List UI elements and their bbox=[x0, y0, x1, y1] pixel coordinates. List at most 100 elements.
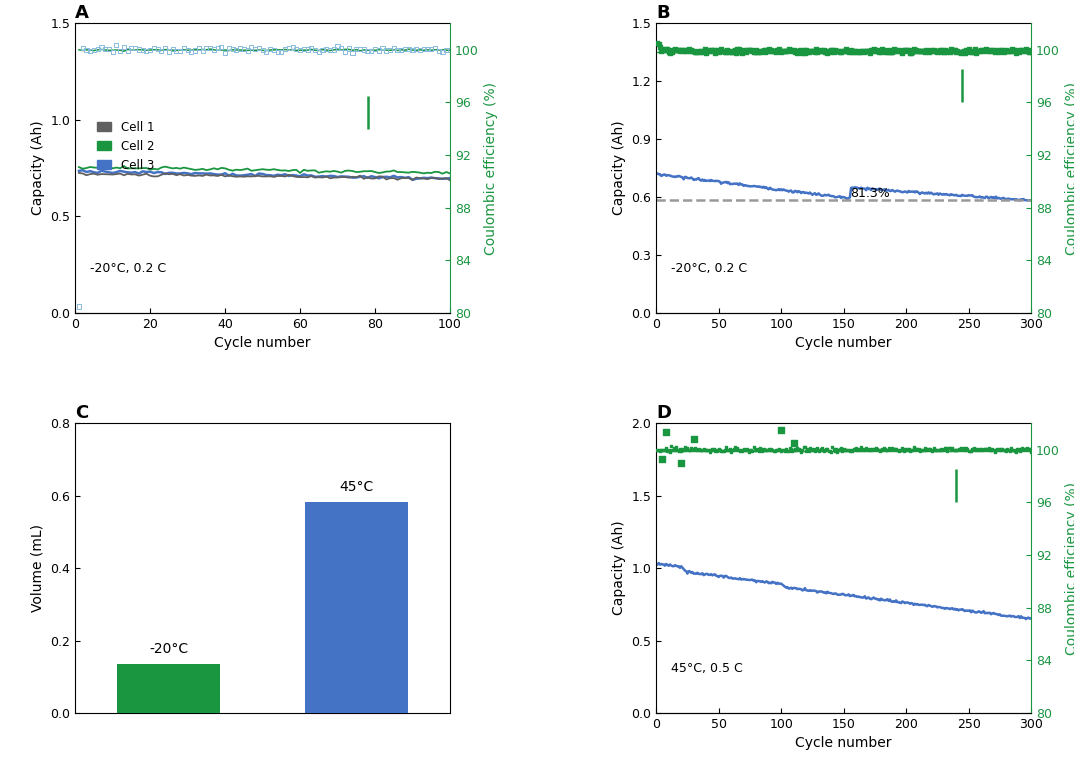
Point bbox=[781, 44, 798, 57]
Point bbox=[676, 444, 693, 456]
Point bbox=[814, 442, 831, 454]
Point bbox=[986, 446, 1003, 458]
Point bbox=[678, 45, 695, 57]
Point bbox=[993, 44, 1011, 57]
Point bbox=[673, 443, 691, 455]
Point bbox=[848, 46, 866, 58]
Point bbox=[977, 43, 995, 56]
Point bbox=[363, 45, 380, 57]
Point bbox=[874, 443, 891, 455]
Point bbox=[709, 445, 726, 457]
Point bbox=[1006, 43, 1024, 56]
Point bbox=[800, 46, 817, 58]
Point bbox=[703, 43, 721, 56]
Point bbox=[903, 443, 920, 456]
Point bbox=[948, 44, 966, 57]
Point bbox=[765, 445, 782, 457]
Point bbox=[295, 43, 313, 56]
Point bbox=[1020, 46, 1037, 58]
Point bbox=[844, 46, 861, 58]
Point bbox=[798, 445, 815, 457]
Point bbox=[137, 45, 155, 57]
Point bbox=[656, 443, 673, 456]
Point bbox=[431, 45, 448, 57]
Point bbox=[715, 445, 732, 457]
Point bbox=[877, 46, 895, 58]
Bar bbox=[117, 664, 220, 713]
Point bbox=[809, 442, 826, 454]
Point bbox=[122, 42, 140, 54]
Point bbox=[712, 43, 729, 55]
Point bbox=[863, 44, 881, 57]
Point bbox=[303, 42, 320, 54]
Point bbox=[70, 300, 87, 312]
Point bbox=[441, 43, 459, 56]
Point bbox=[673, 43, 691, 56]
Point bbox=[752, 442, 769, 454]
Point bbox=[119, 44, 136, 57]
Point bbox=[160, 45, 177, 57]
Point bbox=[657, 426, 674, 439]
Point bbox=[753, 45, 770, 57]
Point bbox=[997, 443, 1014, 456]
Point bbox=[788, 46, 806, 59]
Point bbox=[954, 443, 971, 456]
Point bbox=[1001, 444, 1018, 456]
Point bbox=[684, 443, 701, 456]
Point bbox=[882, 46, 899, 58]
Point bbox=[705, 443, 722, 456]
Point bbox=[250, 42, 267, 54]
Point bbox=[837, 45, 854, 57]
Point bbox=[745, 441, 763, 453]
Point bbox=[983, 43, 1000, 56]
Point bbox=[964, 442, 982, 454]
Point bbox=[74, 42, 91, 54]
Point bbox=[1007, 46, 1025, 59]
Point bbox=[778, 45, 795, 57]
Point bbox=[937, 442, 954, 454]
Point bbox=[760, 43, 778, 55]
Point bbox=[755, 443, 772, 456]
Text: A: A bbox=[75, 4, 89, 22]
Point bbox=[228, 44, 245, 57]
Point bbox=[749, 46, 766, 58]
Point bbox=[862, 443, 880, 456]
Point bbox=[833, 444, 851, 456]
Point bbox=[265, 43, 282, 56]
Point bbox=[848, 443, 866, 456]
Point bbox=[85, 44, 102, 57]
Text: -20°C, 0.2 C: -20°C, 0.2 C bbox=[90, 263, 166, 275]
Point bbox=[784, 445, 801, 457]
Point bbox=[872, 444, 889, 456]
Point bbox=[693, 45, 710, 57]
Point bbox=[861, 46, 879, 59]
Point bbox=[680, 443, 697, 456]
Point bbox=[719, 43, 736, 56]
Point bbox=[883, 46, 900, 58]
Point bbox=[1019, 45, 1036, 57]
Point bbox=[808, 444, 825, 456]
Point bbox=[860, 443, 877, 456]
Point bbox=[655, 444, 672, 456]
Point bbox=[877, 444, 895, 456]
Point bbox=[731, 46, 749, 58]
Point bbox=[861, 443, 879, 455]
Point bbox=[815, 44, 832, 57]
Point bbox=[1007, 446, 1025, 458]
Bar bbox=[305, 501, 408, 713]
Point bbox=[959, 443, 976, 456]
Point bbox=[823, 446, 840, 458]
X-axis label: Cycle number: Cycle number bbox=[796, 336, 891, 350]
Point bbox=[795, 441, 812, 453]
Point bbox=[784, 44, 801, 57]
Point bbox=[396, 43, 413, 55]
Point bbox=[859, 443, 876, 455]
Point bbox=[692, 443, 709, 456]
Point bbox=[867, 45, 884, 57]
Point bbox=[925, 443, 942, 455]
Point bbox=[932, 46, 949, 58]
Point bbox=[900, 443, 917, 456]
Point bbox=[739, 443, 756, 455]
Point bbox=[889, 444, 906, 456]
Y-axis label: Coulombic efficiency (%): Coulombic efficiency (%) bbox=[1065, 481, 1074, 655]
